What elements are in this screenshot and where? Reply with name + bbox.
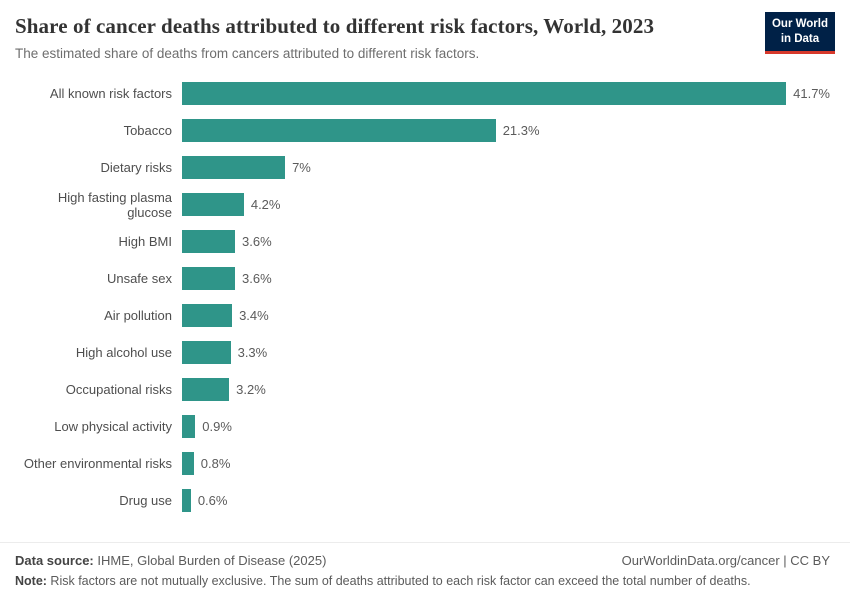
bar-category-label: All known risk factors — [49, 86, 172, 101]
bar-chart: All known risk factors 41.7% Tobacco 21.… — [0, 65, 850, 542]
data-source-label: Data source: — [15, 553, 94, 568]
owid-logo[interactable]: Our World in Data — [764, 12, 835, 54]
bar[interactable] — [182, 267, 236, 290]
bar-area: 3.4% — [182, 304, 830, 327]
bar-value-label: 21.3% — [502, 123, 540, 138]
bar[interactable] — [182, 119, 496, 142]
bar-area: 0.8% — [182, 452, 830, 475]
bar[interactable] — [182, 304, 233, 327]
bar-category-label: Unsafe sex — [106, 271, 172, 286]
data-source-text: IHME, Global Burden of Disease (2025) — [93, 553, 327, 568]
chart-footer: Data source: IHME, Global Burden of Dise… — [0, 542, 850, 600]
chart-note: Note: Risk factors are not mutually excl… — [15, 574, 830, 588]
bar-row: All known risk factors 41.7% — [15, 75, 830, 112]
bar-row: High alcohol use 3.3% — [15, 334, 830, 371]
data-source: Data source: IHME, Global Burden of Dise… — [15, 553, 326, 568]
bar-value-label: 0.6% — [197, 493, 228, 508]
chart-header: Share of cancer deaths attributed to dif… — [0, 0, 850, 65]
bar-row: Low physical activity 0.9% — [15, 408, 830, 445]
owid-logo-line2: in Data — [780, 32, 820, 45]
bar-category-label: High fasting plasma glucose — [57, 189, 172, 220]
bar-row: Drug use 0.6% — [15, 482, 830, 519]
bar[interactable] — [182, 489, 191, 512]
bar-category-label: Low physical activity — [54, 419, 172, 434]
bar-value-label: 3.2% — [236, 382, 266, 397]
page-title: Share of cancer deaths attributed to dif… — [15, 14, 655, 38]
bar-area: 21.3% — [182, 119, 830, 142]
chart-subtitle: The estimated share of deaths from cance… — [15, 46, 480, 61]
chart-rows: All known risk factors 41.7% Tobacco 21.… — [15, 75, 830, 519]
bar-value-label: 3.3% — [237, 345, 268, 360]
bar-value-label: 41.7% — [793, 86, 830, 101]
bar-area: 3.2% — [182, 378, 830, 401]
bar-value-label: 3.6% — [242, 234, 272, 249]
note-label: Note: — [15, 574, 47, 588]
bar-area: 0.6% — [182, 489, 830, 512]
note-text: Risk factors are not mutually exclusive.… — [46, 574, 751, 588]
bar-row: Other environmental risks 0.8% — [15, 445, 830, 482]
bar[interactable] — [182, 341, 231, 364]
bar-category-label: Dietary risks — [100, 160, 172, 175]
bar[interactable] — [182, 230, 236, 253]
bar-category-label: High BMI — [118, 234, 172, 249]
bar-category-label: High alcohol use — [75, 345, 172, 360]
owid-logo-line1: Our World — [771, 18, 828, 30]
bar-value-label: 0.8% — [200, 456, 231, 471]
bar[interactable] — [182, 378, 230, 401]
bar-category-label: Air pollution — [104, 308, 172, 323]
bar-area: 41.7% — [182, 82, 830, 105]
bar[interactable] — [182, 82, 787, 105]
bar-category-label: Other environmental risks — [23, 456, 172, 471]
bar-value-label: 3.4% — [239, 308, 269, 323]
bar[interactable] — [182, 452, 194, 475]
bar[interactable] — [182, 156, 286, 179]
bar-area: 4.2% — [182, 193, 830, 216]
bar-area: 0.9% — [182, 415, 830, 438]
bar-row: Air pollution 3.4% — [15, 297, 830, 334]
bar-category-label: Drug use — [119, 493, 172, 508]
bar-category-label: Tobacco — [123, 123, 172, 138]
bar-area: 3.6% — [182, 230, 830, 253]
bar-value-label: 3.6% — [242, 271, 272, 286]
bar[interactable] — [182, 415, 196, 438]
bar-row: Tobacco 21.3% — [15, 112, 830, 149]
bar-row: Unsafe sex 3.6% — [15, 260, 830, 297]
bar-row: High BMI 3.6% — [15, 223, 830, 260]
bar-row: High fasting plasma glucose 4.2% — [15, 186, 830, 223]
bar-area: 3.6% — [182, 267, 830, 290]
owid-cc-link[interactable]: OurWorldinData.org/cancer | CC BY — [621, 553, 830, 568]
bar-row: Dietary risks 7% — [15, 149, 830, 186]
bar-category-label: Occupational risks — [65, 382, 172, 397]
bar-value-label: 4.2% — [250, 197, 281, 212]
bar[interactable] — [182, 193, 244, 216]
bar-area: 7% — [182, 156, 830, 179]
bar-area: 3.3% — [182, 341, 830, 364]
bar-row: Occupational risks 3.2% — [15, 371, 830, 408]
bar-value-label: 0.9% — [202, 419, 232, 434]
bar-value-label: 7% — [292, 160, 311, 175]
